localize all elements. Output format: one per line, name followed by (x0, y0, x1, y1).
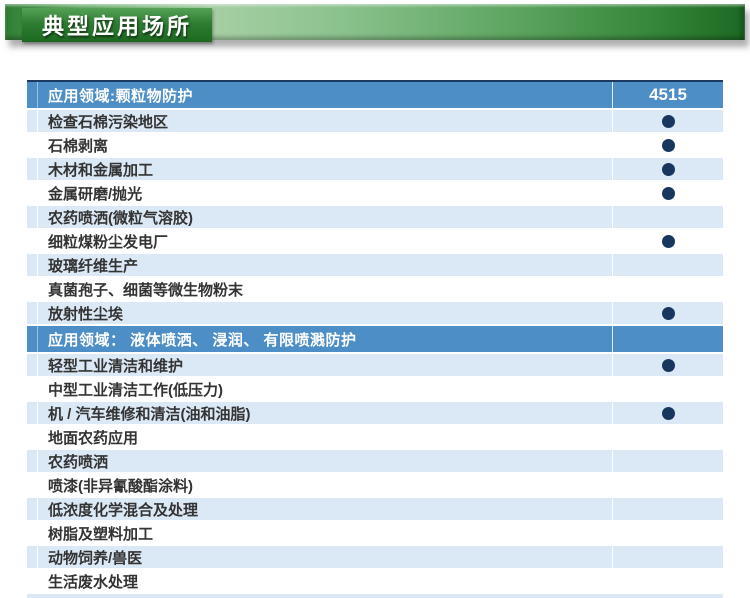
product-code-cell (612, 326, 723, 352)
application-label: 金属研磨/抛光 (48, 185, 143, 203)
row-gutter (27, 82, 38, 108)
row-gutter (27, 206, 38, 228)
table-row: 生活废水处理 (27, 570, 723, 594)
application-label: 树脂及塑料加工 (48, 525, 154, 543)
section-banner: 典型应用场所 (5, 4, 745, 42)
application-label: 生活废水处理 (48, 573, 139, 591)
table-row: 玻璃纤维生产 (27, 254, 723, 278)
section-header-label: 应用领域： 液体喷洒、 浸润、 有限喷溅防护 (48, 331, 357, 349)
row-gutter (27, 570, 38, 592)
applicability-cell (612, 206, 723, 228)
applicability-cell (612, 378, 723, 400)
applicability-cell (612, 254, 723, 276)
row-gutter (27, 134, 38, 156)
application-label: 轻型工业清洁和维护 (48, 357, 184, 375)
table-row: 地面农药应用 (27, 426, 723, 450)
table-row: 轻型工业清洁和维护 (27, 354, 723, 378)
applicability-cell (612, 182, 723, 204)
row-gutter (27, 182, 38, 204)
row-gutter (27, 474, 38, 496)
table-row: 农药喷洒 (27, 450, 723, 474)
applicable-dot-icon (661, 406, 675, 420)
applicability-cell (612, 546, 723, 568)
row-gutter (27, 402, 38, 424)
applicability-cell (612, 474, 723, 496)
product-code-cell: 4515 (612, 82, 723, 108)
row-gutter (27, 110, 38, 132)
row-gutter (27, 254, 38, 276)
applicability-cell (612, 570, 723, 592)
row-gutter (27, 158, 38, 180)
applicability-cell (612, 402, 723, 424)
applicability-cell (612, 278, 723, 300)
applicability-cell (612, 302, 723, 324)
row-gutter (27, 450, 38, 472)
row-gutter (27, 546, 38, 568)
row-gutter (27, 278, 38, 300)
applicability-cell (612, 354, 723, 376)
application-label: 木材和金属加工 (48, 161, 154, 179)
application-label: 玻璃纤维生产 (48, 257, 139, 275)
applicable-dot-icon (661, 186, 675, 200)
application-label: 真菌孢子、细菌等微生物粉末 (48, 281, 244, 299)
banner-title-box: 典型应用场所 (22, 8, 212, 42)
row-gutter (27, 326, 38, 352)
application-label: 喷漆(非异氰酸酯涂料) (48, 477, 193, 495)
application-label: 检查石棉污染地区 (48, 113, 169, 131)
applicability-cell (612, 230, 723, 252)
applicable-dot-icon (661, 162, 675, 176)
applicability-cell (612, 134, 723, 156)
table-row: 金属研磨/抛光 (27, 182, 723, 206)
section-header-row: 应用领域:颗粒物防护 4515 (27, 82, 723, 110)
table-row: 检查石棉污染地区 (27, 110, 723, 134)
table-row: 机 / 汽车维修和清洁(油和油脂) (27, 402, 723, 426)
applicability-cell (612, 158, 723, 180)
applicability-cell (612, 498, 723, 520)
row-gutter (27, 522, 38, 544)
application-label: 农药喷洒(微粒气溶胶) (48, 209, 193, 227)
table-row: 石棉剥离 (27, 134, 723, 158)
applicability-cell (612, 450, 723, 472)
section-header-label: 应用领域:颗粒物防护 (48, 87, 193, 105)
table-row: 动物饲养/兽医 (27, 546, 723, 570)
banner-title: 典型应用场所 (41, 14, 192, 39)
table-row: 木材和金属加工 (27, 158, 723, 182)
applications-table: 应用领域:颗粒物防护 4515 检查石棉污染地区 石棉剥离木材和金属加工 金属研磨/抛光… (27, 80, 723, 598)
table-row: 细粒煤粉尘发电厂 (27, 230, 723, 254)
row-gutter (27, 378, 38, 400)
table-row: 中型工业清洁工作(低压力) (27, 378, 723, 402)
applicability-cell (612, 426, 723, 448)
partial-next-row (27, 594, 723, 598)
row-gutter (27, 498, 38, 520)
applicable-dot-icon (661, 114, 675, 128)
table-row: 农药喷洒(微粒气溶胶) (27, 206, 723, 230)
application-label: 动物饲养/兽医 (48, 549, 143, 567)
applicable-dot-icon (661, 358, 675, 372)
row-gutter (27, 230, 38, 252)
application-label: 地面农药应用 (48, 429, 139, 447)
application-label: 细粒煤粉尘发电厂 (48, 233, 169, 251)
table-row: 真菌孢子、细菌等微生物粉末 (27, 278, 723, 302)
applicability-cell (612, 110, 723, 132)
table-row: 放射性尘埃 (27, 302, 723, 326)
application-label: 石棉剥离 (48, 137, 109, 155)
application-label: 中型工业清洁工作(低压力) (48, 381, 223, 399)
application-label: 机 / 汽车维修和清洁(油和油脂) (48, 405, 251, 423)
table-row: 树脂及塑料加工 (27, 522, 723, 546)
applicable-dot-icon (661, 138, 675, 152)
applicable-dot-icon (661, 234, 675, 248)
applicability-cell (612, 522, 723, 544)
application-label: 低浓度化学混合及处理 (48, 501, 199, 519)
section-header-row: 应用领域： 液体喷洒、 浸润、 有限喷溅防护 (27, 326, 723, 354)
table-row: 喷漆(非异氰酸酯涂料) (27, 474, 723, 498)
application-label: 农药喷洒 (48, 453, 109, 471)
application-label: 放射性尘埃 (48, 305, 124, 323)
row-gutter (27, 302, 38, 324)
row-gutter (27, 354, 38, 376)
table-row: 低浓度化学混合及处理 (27, 498, 723, 522)
applicable-dot-icon (661, 306, 675, 320)
row-gutter (27, 426, 38, 448)
